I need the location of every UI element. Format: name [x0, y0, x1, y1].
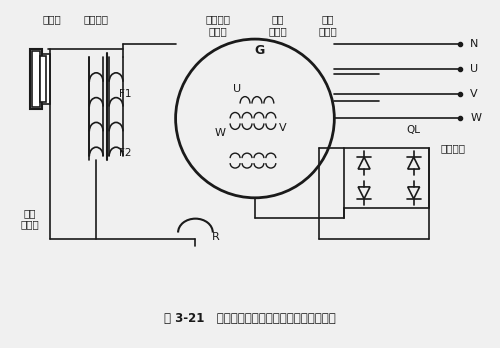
- Text: QL: QL: [406, 125, 420, 135]
- Text: G: G: [255, 45, 265, 57]
- Text: F2: F2: [119, 148, 132, 158]
- Text: V: V: [279, 124, 286, 133]
- Text: U: U: [233, 84, 241, 94]
- Bar: [32, 51, 40, 106]
- Text: U: U: [470, 64, 478, 74]
- Text: W: W: [470, 113, 481, 124]
- Text: 定子: 定子: [272, 14, 284, 24]
- Text: 三次諧波: 三次諧波: [206, 14, 231, 24]
- Text: 磁場: 磁場: [24, 208, 36, 218]
- Text: W: W: [214, 128, 226, 138]
- Text: 集電環: 集電環: [42, 14, 61, 24]
- Text: 主繞組: 主繞組: [268, 26, 287, 36]
- Text: 整流橋組: 整流橋組: [441, 143, 466, 153]
- Bar: [40, 56, 46, 102]
- Text: F1: F1: [119, 89, 132, 98]
- Text: 副繞組: 副繞組: [209, 26, 228, 36]
- Text: 基波: 基波: [321, 14, 334, 24]
- Text: 图 3-21   三次谐波励磁三相交流发电机原理电路: 图 3-21 三次谐波励磁三相交流发电机原理电路: [164, 313, 336, 325]
- Bar: [344, 148, 428, 208]
- Text: 副繞組: 副繞組: [318, 26, 337, 36]
- Text: V: V: [470, 89, 478, 98]
- Bar: [42, 54, 50, 104]
- Text: R: R: [212, 232, 219, 243]
- Text: 變阻器: 變阻器: [20, 220, 39, 230]
- Bar: [30, 49, 42, 109]
- Text: N: N: [470, 39, 478, 49]
- Text: 轉子繞組: 轉子繞組: [84, 14, 108, 24]
